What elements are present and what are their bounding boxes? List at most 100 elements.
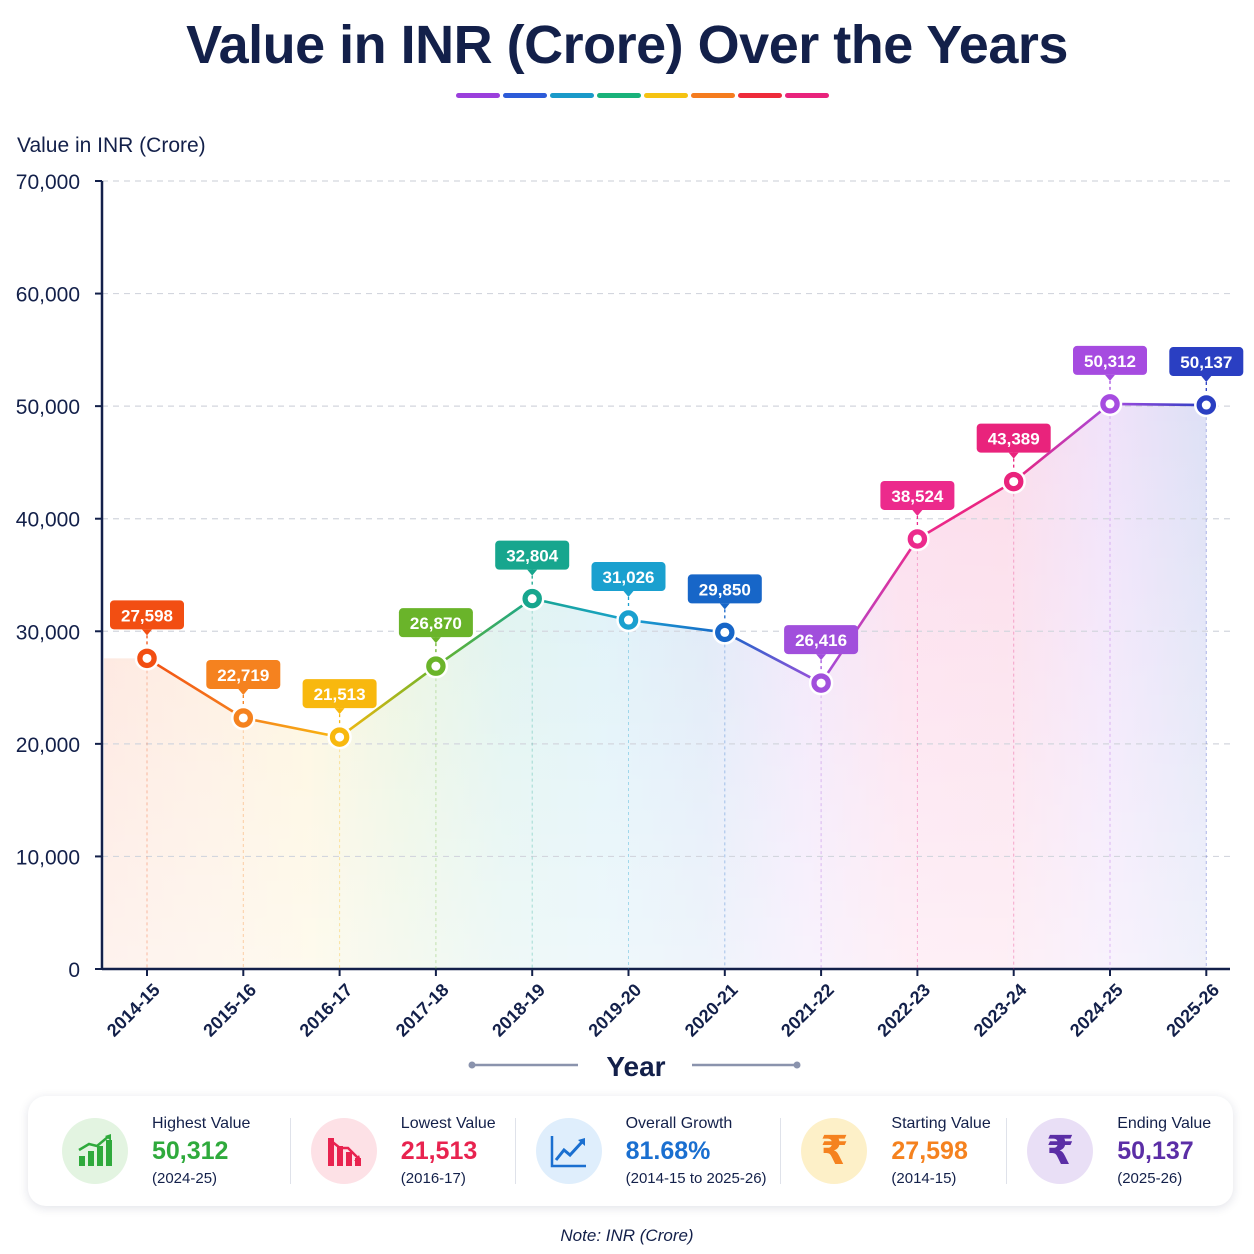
data-label: 43,389: [988, 430, 1040, 449]
title-underline-segment: [738, 93, 782, 98]
stat-highest-label: Highest Value: [152, 1115, 251, 1132]
data-label: 50,312: [1084, 352, 1136, 371]
title-underline-segment: [691, 93, 735, 98]
y-tick-label: 0: [68, 959, 80, 982]
series-line-segment: [530, 597, 630, 622]
data-label-box: [1169, 347, 1244, 377]
data-label-box: [110, 600, 184, 630]
stat-ending: ₹ Ending Value 50,137 (2025-26): [1007, 1096, 1233, 1206]
data-label-box: [591, 562, 666, 592]
summary-panel: Highest Value 50,312 (2024-25) Lowest Va…: [28, 1096, 1233, 1206]
data-label-pointer: [719, 603, 730, 610]
divider: [780, 1118, 782, 1184]
bar-chart-up-icon: [78, 1134, 112, 1166]
x-tick-label: 2016-17: [296, 980, 357, 1041]
stat-starting: ₹ Starting Value 27,598 (2014-15): [781, 1096, 1006, 1206]
stat-ending-sub: (2025-26): [1117, 1170, 1183, 1187]
title-underline-segment: [644, 93, 688, 98]
x-tick-label: 2021-22: [777, 980, 838, 1041]
area-fade: [104, 403, 1207, 969]
divider: [1006, 1118, 1008, 1184]
stat-ending-icon: ₹: [1027, 1118, 1094, 1184]
data-point-center: [431, 661, 441, 671]
data-label-box: [976, 423, 1051, 453]
data-label: 26,870: [410, 614, 462, 633]
data-point-center: [1201, 400, 1211, 410]
data-label-pointer: [430, 637, 441, 644]
rupee-icon: ₹: [820, 1129, 849, 1173]
stat-highest-value: 50,312: [152, 1137, 229, 1165]
data-label: 32,804: [506, 547, 559, 566]
series-line-segment: [242, 716, 341, 739]
data-label-box: [206, 659, 281, 689]
data-point-center: [912, 534, 922, 544]
data-label-box: [687, 574, 762, 604]
x-tick-label: 2024-25: [1066, 980, 1127, 1041]
series-line-segment: [723, 631, 823, 685]
data-label-pointer: [912, 509, 923, 516]
data-label-pointer: [1105, 374, 1115, 381]
data-label: 26,416: [795, 631, 847, 650]
x-tick-label: 2023-24: [970, 980, 1031, 1041]
data-label-box: [302, 679, 377, 709]
divider: [514, 1118, 516, 1184]
stat-lowest-icon-bg: [310, 1118, 377, 1184]
stat-highest-sub: (2024-25): [152, 1170, 218, 1187]
stat-growth-sub: (2014-15 to 2025-26): [625, 1170, 767, 1187]
stat-lowest: Lowest Value 21,513 (2016-17): [291, 1096, 515, 1206]
series-line-segment: [1108, 402, 1208, 407]
series-line-segment: [819, 537, 919, 685]
x-tick-label: 2018-19: [488, 980, 549, 1041]
data-label: 31,026: [603, 568, 655, 587]
trend-up-icon: [550, 1136, 586, 1168]
series-line-segment: [627, 618, 727, 634]
y-axis-label: Value in INR (Crore): [17, 134, 206, 157]
data-label: 38,524: [891, 487, 944, 506]
data-label-box: [1073, 345, 1147, 375]
x-tick-label: 2019-20: [584, 980, 645, 1041]
data-label: 21,513: [314, 685, 366, 704]
stat-starting-icon: ₹: [801, 1118, 868, 1184]
data-point-center: [624, 615, 633, 625]
x-tick-label: 2015-16: [199, 980, 260, 1041]
stat-lowest-value: 21,513: [400, 1137, 478, 1165]
stat-lowest-label: Lowest Value: [400, 1115, 496, 1132]
data-point-center: [816, 678, 826, 688]
data-label-pointer: [1201, 376, 1212, 383]
x-tick-label: 2022-23: [873, 980, 934, 1041]
x-tick-label: 2017-18: [392, 980, 453, 1041]
stat-growth-value: 81.68%: [625, 1137, 711, 1165]
data-point-center: [238, 713, 248, 723]
data-point-center: [142, 653, 152, 663]
stat-ending-value: 50,137: [1117, 1137, 1194, 1165]
y-tick-label: 40,000: [16, 509, 80, 532]
chart-title: Value in INR (Crore) Over the Years: [186, 15, 1068, 75]
data-label-pointer: [238, 688, 249, 695]
rupee-icon: ₹: [1046, 1129, 1075, 1173]
stat-ending-label: Ending Value: [1117, 1115, 1212, 1132]
stat-starting-sub: (2014-15): [891, 1170, 957, 1187]
stat-growth: Overall Growth 81.68% (2014-15 to 2025-2…: [516, 1096, 781, 1206]
xlabel-dot-left: [468, 1061, 476, 1069]
x-tick-label: 2025-26: [1162, 980, 1223, 1041]
y-tick-label: 70,000: [16, 171, 80, 194]
data-label-box: [784, 625, 859, 655]
stat-highest-icon-bg: [62, 1118, 128, 1184]
data-label-pointer: [334, 708, 345, 715]
data-label-pointer: [527, 569, 538, 576]
stat-starting-value: 27,598: [891, 1137, 968, 1165]
data-label-box: [880, 480, 955, 510]
x-axis-label: Year: [606, 1051, 665, 1082]
data-label: 50,137: [1180, 353, 1232, 372]
xlabel-dot-right: [793, 1061, 801, 1069]
data-label-box: [495, 540, 570, 570]
series-line-segment: [338, 664, 438, 739]
data-label: 27,598: [121, 606, 173, 625]
data-label-pointer: [816, 654, 827, 661]
title-underline-segment: [503, 93, 547, 98]
series-line-segment: [1012, 402, 1112, 483]
data-label-pointer: [142, 629, 152, 636]
stat-starting-label: Starting Value: [891, 1115, 991, 1132]
title-underline-segment: [550, 93, 594, 98]
series-line-segment: [145, 657, 245, 720]
